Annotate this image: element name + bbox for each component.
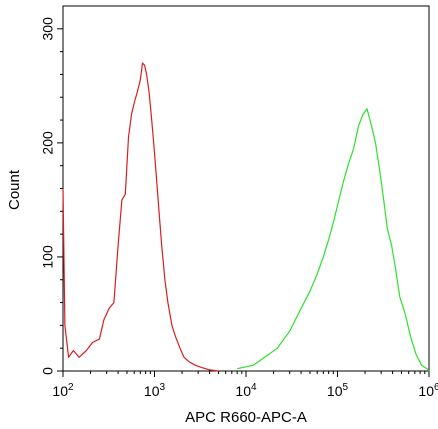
x-tick-exponent: 3 — [160, 382, 166, 393]
x-tick-label: 105 — [327, 382, 349, 399]
y-axis-label: Count — [6, 169, 23, 210]
y-tick-label: 200 — [40, 131, 56, 155]
x-tick-exponent: 6 — [434, 382, 438, 393]
y-axis: 0 100 200 300 — [40, 17, 63, 375]
x-axis: 102 103 104 105 106 — [52, 371, 438, 399]
series-group — [62, 62, 430, 372]
series-line-green — [236, 108, 430, 372]
x-tick-exponent: 4 — [251, 382, 257, 393]
series-line-red — [62, 62, 219, 372]
x-tick-label: 104 — [235, 382, 257, 399]
x-tick-exponent: 2 — [68, 382, 74, 393]
y-tick-label: 0 — [40, 367, 56, 375]
x-axis-label: APC R660-APC-A — [185, 409, 307, 426]
x-tick-label: 106 — [418, 382, 438, 399]
x-tick-label: 102 — [52, 382, 74, 399]
y-tick-label: 300 — [40, 17, 56, 41]
x-tick-exponent: 5 — [343, 382, 349, 393]
x-tick-label: 103 — [144, 382, 166, 399]
y-tick-label: 100 — [40, 245, 56, 269]
plot-area — [62, 5, 430, 372]
